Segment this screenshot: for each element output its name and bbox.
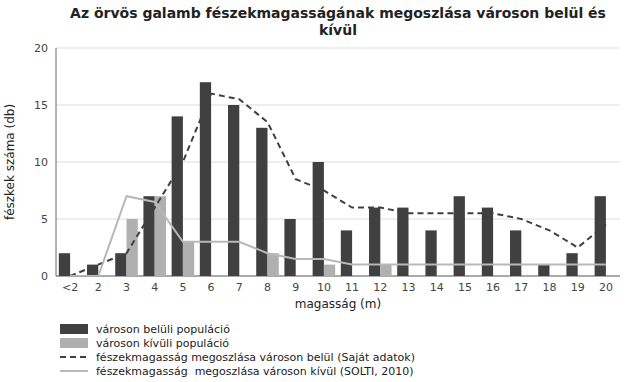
bar bbox=[437, 276, 448, 277]
bar bbox=[127, 219, 138, 276]
y-tick-label: 0 bbox=[41, 270, 48, 283]
grid-line bbox=[56, 219, 620, 220]
bar bbox=[425, 230, 436, 276]
bar bbox=[369, 208, 380, 276]
legend-swatch bbox=[60, 324, 88, 334]
x-tick-label: <2 bbox=[62, 281, 78, 294]
legend-label: fészekmagasság megoszlása városon kívül … bbox=[96, 365, 414, 378]
legend-swatch bbox=[60, 370, 88, 372]
title-line: kívül bbox=[319, 22, 357, 38]
x-tick-label: 14 bbox=[430, 281, 444, 294]
y-tick-label: 20 bbox=[34, 42, 48, 55]
x-tick-label: 6 bbox=[208, 281, 215, 294]
chart: Az örvös galamb fészekmagasságának megos… bbox=[0, 0, 632, 382]
bar bbox=[239, 276, 250, 277]
bar bbox=[211, 276, 222, 277]
y-tick-label: 10 bbox=[34, 156, 48, 169]
bar bbox=[493, 276, 504, 277]
legend-label: városon kívüli populáció bbox=[96, 337, 229, 350]
x-tick-label: 19 bbox=[571, 281, 585, 294]
x-tick-label: 15 bbox=[458, 281, 472, 294]
grid bbox=[56, 48, 620, 276]
legend: városon belüli populációvároson kívüli p… bbox=[60, 323, 415, 378]
x-axis-label: magasság (m) bbox=[295, 297, 381, 311]
x-tick-label: 4 bbox=[151, 281, 158, 294]
line bbox=[70, 94, 606, 276]
x-tick-label: 12 bbox=[373, 281, 387, 294]
legend-swatch bbox=[60, 338, 88, 348]
bar bbox=[228, 105, 239, 276]
bar bbox=[268, 253, 279, 276]
x-tick-label: 18 bbox=[543, 281, 557, 294]
line bbox=[70, 196, 606, 276]
bar bbox=[465, 276, 476, 277]
legend-swatch bbox=[60, 356, 88, 358]
title: Az örvös galamb fészekmagasságának megos… bbox=[70, 5, 606, 38]
grid-line bbox=[56, 48, 620, 49]
bar bbox=[550, 276, 561, 277]
grid-line bbox=[56, 105, 620, 106]
bar bbox=[256, 128, 267, 276]
y-axis-label: fészkek száma (db) bbox=[3, 104, 17, 220]
bar bbox=[352, 276, 363, 277]
bar bbox=[482, 208, 493, 276]
x-axis-line bbox=[56, 276, 620, 277]
x-tick-label: 3 bbox=[123, 281, 130, 294]
bar bbox=[324, 265, 335, 276]
bar bbox=[200, 82, 211, 276]
bar bbox=[397, 208, 408, 276]
x-tick-label: 5 bbox=[179, 281, 186, 294]
x-tick-label: 13 bbox=[402, 281, 416, 294]
grid-line bbox=[56, 276, 620, 277]
x-tick-label: 17 bbox=[514, 281, 528, 294]
bar bbox=[296, 276, 307, 277]
bar bbox=[409, 276, 420, 277]
x-tick-label: 11 bbox=[345, 281, 359, 294]
bar bbox=[521, 276, 532, 277]
y-tick-label: 15 bbox=[34, 99, 48, 112]
legend-label: fészekmagasság megoszlása városon belül … bbox=[96, 351, 415, 364]
bar bbox=[538, 265, 549, 276]
x-tick-label: 20 bbox=[599, 281, 613, 294]
x-tick-label: 10 bbox=[317, 281, 331, 294]
bar bbox=[380, 265, 391, 276]
x-tick-label: 8 bbox=[264, 281, 271, 294]
bar bbox=[183, 242, 194, 276]
bar bbox=[510, 230, 521, 276]
bar bbox=[341, 230, 352, 276]
bar bbox=[98, 276, 109, 277]
bar bbox=[606, 276, 617, 277]
x-tick-label: 7 bbox=[236, 281, 243, 294]
bar bbox=[578, 276, 589, 277]
grid-line bbox=[56, 162, 620, 163]
bar bbox=[59, 253, 70, 276]
bar bbox=[172, 116, 183, 276]
y-axis-line bbox=[56, 48, 57, 276]
bar bbox=[143, 196, 154, 276]
x-tick-label: 2 bbox=[95, 281, 102, 294]
plot-area bbox=[59, 82, 606, 276]
x-tick-label: 16 bbox=[486, 281, 500, 294]
x-tick-label: 9 bbox=[292, 281, 299, 294]
bar bbox=[284, 219, 295, 276]
legend-label: városon belüli populáció bbox=[96, 323, 230, 336]
title-line: Az örvös galamb fészekmagasságának megos… bbox=[70, 5, 606, 21]
y-tick-label: 5 bbox=[41, 213, 48, 226]
